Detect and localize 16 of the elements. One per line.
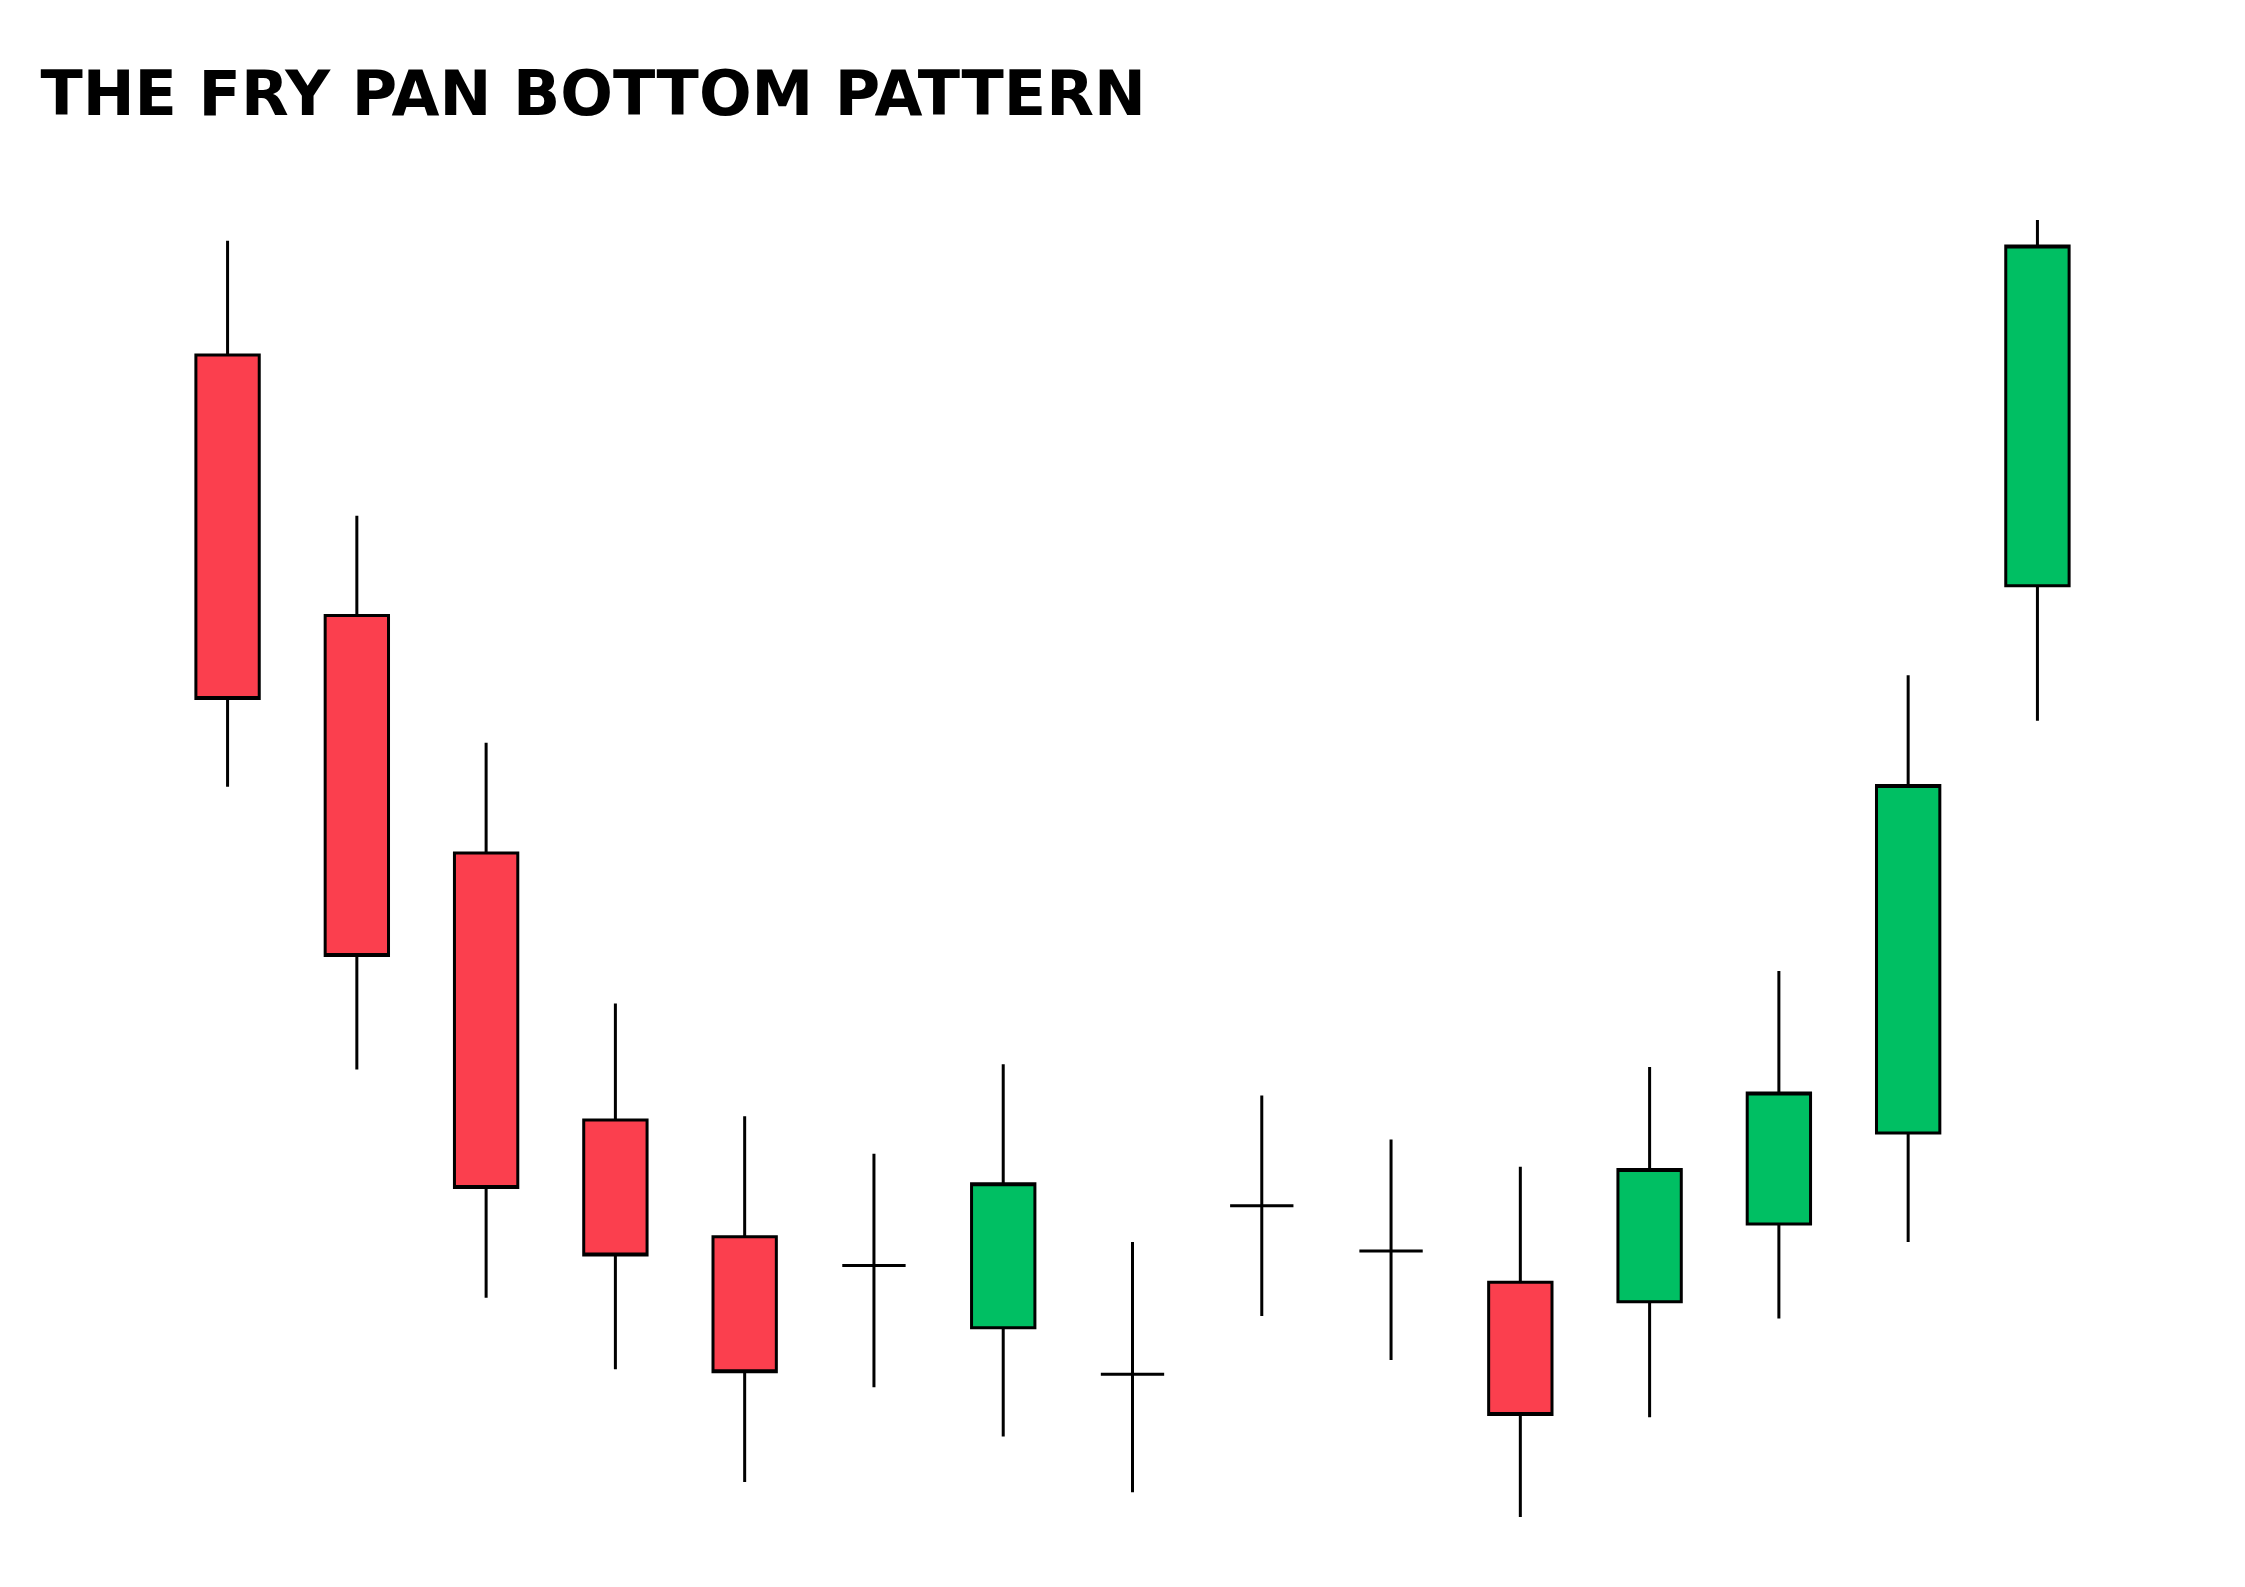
candlestick xyxy=(1228,1095,1295,1316)
candlestick xyxy=(1357,1139,1425,1361)
candlestick xyxy=(1616,1066,1683,1418)
candlestick xyxy=(2004,220,2071,721)
candlestick xyxy=(840,1153,908,1388)
candlestick xyxy=(452,742,520,1298)
candlestick xyxy=(582,1003,649,1370)
candlestick xyxy=(1745,970,1813,1319)
candlestick xyxy=(970,1064,1037,1437)
candlestick xyxy=(1099,1242,1166,1493)
candlestick xyxy=(711,1116,778,1482)
candlestick xyxy=(194,240,261,787)
candlestick xyxy=(323,515,391,1070)
candlestick xyxy=(1487,1166,1554,1517)
candlestick xyxy=(1874,675,1942,1243)
chart-title: THE FRY PAN BOTTOM PATTERN xyxy=(40,56,1146,130)
